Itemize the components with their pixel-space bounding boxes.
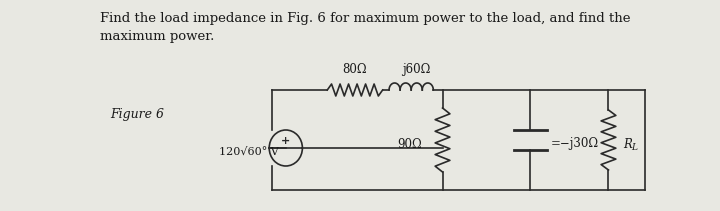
Text: 120√60° V: 120√60° V — [218, 147, 278, 157]
Text: 80Ω: 80Ω — [343, 63, 367, 76]
Text: 90Ω: 90Ω — [397, 138, 422, 150]
Text: Find the load impedance in Fig. 6 for maximum power to the load, and find the: Find the load impedance in Fig. 6 for ma… — [99, 12, 630, 25]
Text: Figure 6: Figure 6 — [111, 108, 165, 121]
Text: =−j30Ω: =−j30Ω — [550, 138, 598, 150]
Text: L: L — [631, 143, 637, 153]
Text: R: R — [624, 138, 632, 150]
Text: +: + — [282, 136, 290, 146]
Text: maximum power.: maximum power. — [99, 30, 214, 43]
Text: j60Ω: j60Ω — [402, 63, 430, 76]
